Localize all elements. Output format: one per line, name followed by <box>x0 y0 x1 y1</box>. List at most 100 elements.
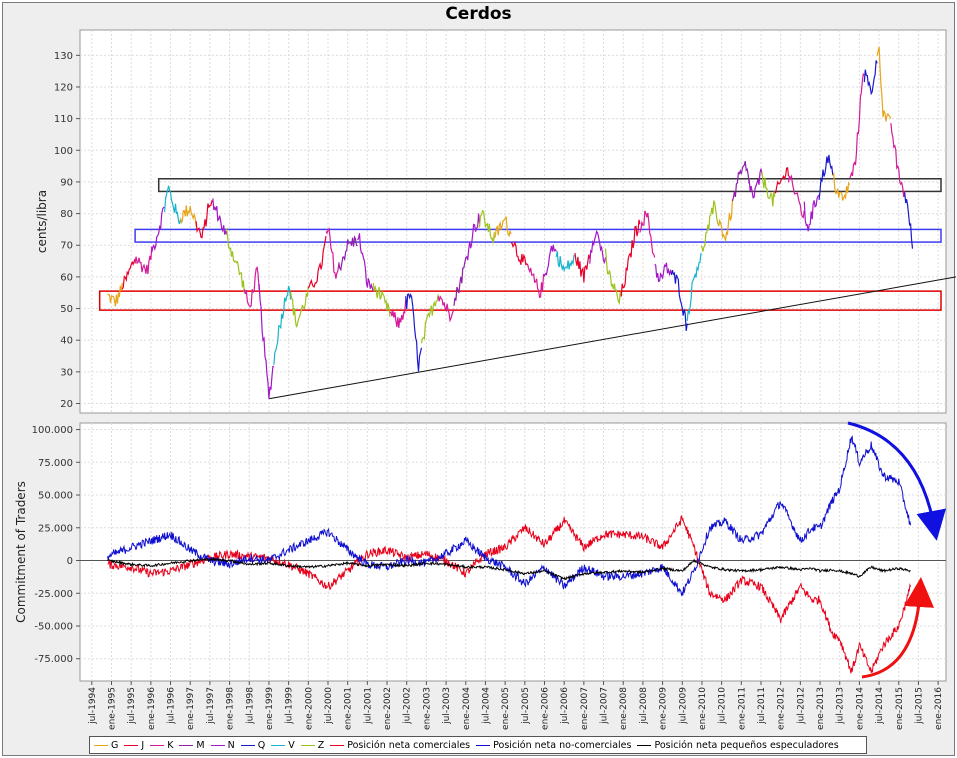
price-contract-line <box>134 246 153 275</box>
cot-series-line <box>107 435 912 596</box>
cot-y-tick-label: -25.000 <box>34 589 73 600</box>
legend-swatch <box>476 744 491 746</box>
legend-item: J <box>124 740 144 751</box>
price-contract-line <box>686 252 702 321</box>
price-contract-line <box>195 200 214 239</box>
price-y-tick-label: 50 <box>60 304 73 315</box>
price-contract-line <box>510 240 529 266</box>
price-contract-line <box>325 227 340 279</box>
x-tick-label: ene-2002 <box>383 687 393 730</box>
x-tick-label: ene-2009 <box>659 687 669 730</box>
legend-label: Q <box>257 739 266 751</box>
legend-swatch <box>179 744 194 746</box>
legend-item: Posición neta comerciales <box>330 740 470 751</box>
price-contract-line <box>876 46 892 122</box>
x-tick-label: jul-2006 <box>560 687 570 725</box>
x-tick-label: ene-2006 <box>540 687 550 730</box>
price-contract-line <box>356 233 374 292</box>
price-y-axis-label: cents/libra <box>35 190 49 253</box>
price-contract-line <box>121 258 136 290</box>
cot-panel: -75.000 -50.000 -25.000 0 25.000 50.000 75.000… <box>14 421 947 682</box>
price-contract-line <box>849 72 865 179</box>
x-tick-label: ene-2015 <box>895 687 905 730</box>
price-contract-line <box>574 253 591 283</box>
x-tick-label: ene-1995 <box>107 687 117 730</box>
x-tick-label: ene-2005 <box>501 687 511 730</box>
cot-y-tick-label: -75.000 <box>34 654 73 665</box>
price-contract-line <box>466 213 481 261</box>
x-tick-label: jul-2000 <box>324 687 334 725</box>
x-tick-label: jul-2011 <box>757 687 767 725</box>
price-contract-line <box>107 282 123 307</box>
price-contract-line <box>639 210 656 258</box>
legend-item: Z <box>300 739 325 751</box>
x-tick-label: jul-2003 <box>442 687 452 725</box>
legend-item: K <box>150 740 173 751</box>
x-tick-label: jul-2005 <box>521 687 531 725</box>
legend-swatch <box>300 744 315 746</box>
cot-y-axis-label: Commitment of Traders <box>14 481 28 623</box>
price-contract-line <box>787 174 805 219</box>
price-contract-line <box>420 294 439 344</box>
price-contract-line <box>478 209 495 244</box>
price-y-tick-label: 20 <box>60 399 73 410</box>
x-tick-label: ene-2014 <box>855 687 865 730</box>
x-tick-label: ene-2013 <box>816 687 826 730</box>
price-contract-line <box>542 244 557 278</box>
price-contract-line <box>212 198 228 235</box>
x-tick-label: ene-2008 <box>619 687 629 730</box>
cot-y-tick-label: 25.000 <box>38 523 73 534</box>
price-plot-area <box>79 29 947 414</box>
price-contract-line <box>290 286 309 328</box>
price-contract-line <box>654 262 672 283</box>
price-contract-line <box>670 269 688 331</box>
price-y-tick-label: 60 <box>60 272 73 283</box>
x-tick-label: jul-1996 <box>167 687 177 725</box>
x-tick-label: jul-2007 <box>600 687 610 725</box>
x-tick-label: ene-1999 <box>265 687 275 730</box>
x-tick-label: jul-2002 <box>403 687 413 725</box>
price-contract-line <box>700 200 720 252</box>
x-tick-label: ene-2004 <box>462 687 472 730</box>
legend-item: Q <box>240 739 266 751</box>
price-contract-line <box>273 285 292 365</box>
legend-swatch <box>124 744 139 746</box>
price-contract-line <box>620 219 641 297</box>
legend-swatch <box>330 744 345 746</box>
price-contract-line <box>258 283 274 399</box>
legend: G J K M N Q V Z Posición neta comerciales Posició… <box>89 736 867 754</box>
x-tick-label: ene-2000 <box>304 687 314 730</box>
x-tick-label: ene-2010 <box>698 687 708 730</box>
cot-y-tick-label: -50.000 <box>34 621 73 632</box>
legend-swatch <box>150 744 165 746</box>
price-contract-line <box>372 282 391 317</box>
legend-label: Posición neta pequeños especuladores <box>654 739 839 751</box>
legend-label: M <box>196 739 205 751</box>
price-contract-line <box>555 251 576 273</box>
legend-label: Z <box>317 739 325 751</box>
price-contract-line <box>338 235 358 272</box>
cot-y-tick-label: 50.000 <box>38 491 73 502</box>
cot-series-line <box>107 557 911 581</box>
x-tick-label: ene-1996 <box>147 687 157 730</box>
price-y-tick-label: 120 <box>54 82 73 93</box>
legend-label: Posición neta comerciales <box>347 739 471 751</box>
price-contract-line <box>890 123 906 198</box>
x-tick-label: jul-1999 <box>285 687 295 725</box>
price-contract-line <box>748 168 763 199</box>
price-y-tick-label: 130 <box>54 51 73 62</box>
legend-swatch <box>240 744 255 746</box>
price-contract-line <box>818 154 834 200</box>
price-contract-line <box>164 185 181 225</box>
price-contract-line <box>151 206 165 253</box>
x-tick-label: jul-2013 <box>836 687 846 725</box>
x-tick-label: jul-2004 <box>481 687 491 725</box>
x-tick-label: ene-2001 <box>344 687 354 730</box>
price-y-tick-label: 100 <box>54 146 73 157</box>
legend-item: N <box>210 740 235 751</box>
x-tick-label: jul-2010 <box>718 687 728 725</box>
price-y-tick-label: 80 <box>60 209 73 220</box>
price-contract-line <box>589 230 607 264</box>
price-y-tick-label: 110 <box>54 114 73 125</box>
